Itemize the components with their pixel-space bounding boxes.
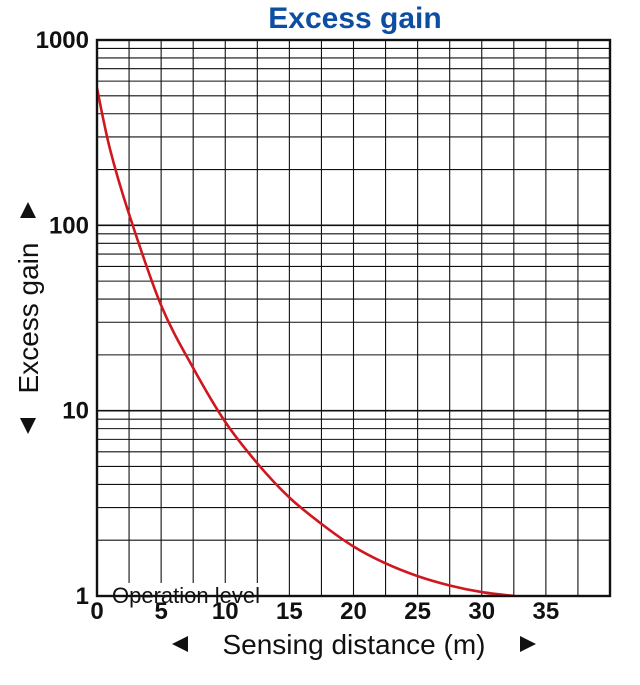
grid [97, 40, 610, 597]
y-axis-label-group: Excess gain [13, 202, 44, 434]
x-tick-label: 5 [154, 598, 167, 625]
y-axis-up-arrow-icon [20, 202, 36, 218]
x-tick-label: 15 [276, 598, 303, 625]
x-tick-label: 20 [340, 598, 367, 625]
x-tick-label: 10 [212, 598, 239, 625]
x-axis-right-arrow-icon [520, 636, 536, 652]
y-tick-label: 100 [49, 212, 89, 239]
x-axis-label-group: Sensing distance (m) [172, 629, 536, 660]
y-tick-label: 1 [76, 583, 89, 610]
x-tick-label: 35 [533, 598, 560, 625]
y-axis-down-arrow-icon [20, 418, 36, 434]
x-tick-label: 25 [404, 598, 431, 625]
x-axis-label: Sensing distance (m) [222, 629, 485, 660]
chart-title: Excess gain [268, 2, 441, 35]
plot-frame [95, 38, 612, 598]
excess-gain-curve [97, 87, 514, 596]
y-axis-label: Excess gain [13, 243, 44, 394]
x-axis-left-arrow-icon [172, 636, 188, 652]
x-tick-label: 0 [90, 598, 103, 625]
y-tick-label: 10 [62, 398, 89, 425]
x-tick-label: 30 [468, 598, 495, 625]
y-tick-label: 1000 [36, 27, 89, 54]
